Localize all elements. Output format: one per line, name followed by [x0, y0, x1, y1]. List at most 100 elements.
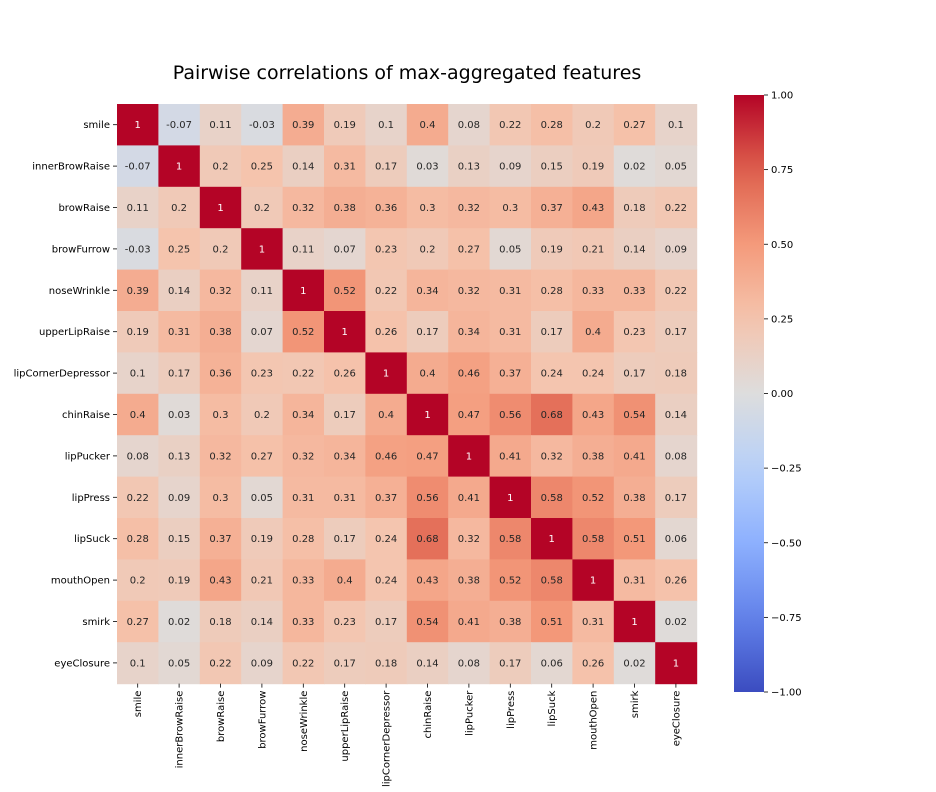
cell-value-label: 0.39: [127, 286, 149, 297]
heatmap-cell-browRaise-upperLipRaise: [324, 186, 366, 229]
heatmap-cell-innerBrowRaise-browFurrow: [241, 145, 284, 188]
cell-value-label: 0.17: [623, 369, 645, 380]
cell-value-label: 0.22: [665, 286, 687, 297]
column-label-smirk: smirk: [630, 690, 641, 718]
cell-value-label: 0.17: [334, 534, 356, 545]
heatmap-cell-browFurrow-lipPress: [489, 228, 532, 271]
cell-value-label: 0.31: [499, 286, 521, 297]
heatmap-cell-lipSuck-smile: [117, 518, 159, 560]
heatmap-cell-upperLipRaise-browFurrow: [241, 311, 284, 353]
cell-value-label: 0.05: [251, 493, 273, 504]
cell-value-label: 0.56: [499, 410, 521, 421]
heatmap-cell-noseWrinkle-smile: [117, 269, 159, 312]
heatmap-cell-upperLipRaise-eyeClosure: [655, 311, 698, 353]
cell-value-label: 0.22: [665, 203, 687, 214]
heatmap-cell-browFurrow-lipPucker: [448, 228, 491, 271]
heatmap-cell-lipPucker-browFurrow: [241, 435, 284, 478]
heatmap-cell-smile-smirk: [613, 104, 656, 146]
cell-value-label: 0.52: [582, 493, 604, 504]
cell-value-label: 0.32: [458, 203, 480, 214]
heatmap-cell-smirk-browFurrow: [241, 600, 284, 643]
row-label-eyeClosure: eyeClosure: [54, 658, 110, 669]
heatmap-cell-mouthOpen-smile: [117, 559, 159, 602]
heatmap-cell-upperLipRaise-smile: [117, 311, 159, 353]
heatmap-cell-chinRaise-noseWrinkle: [282, 393, 325, 436]
heatmap-cell-noseWrinkle-chinRaise: [406, 269, 449, 312]
cell-value-label: 0.37: [541, 203, 563, 214]
cell-value-label: 0.36: [209, 369, 231, 380]
row-label-innerBrowRaise: innerBrowRaise: [32, 162, 110, 173]
heatmap-cell-lipPucker-lipPress: [489, 435, 532, 478]
heatmap-cell-lipCornerDepressor-lipCornerDepressor: [365, 352, 408, 395]
cell-value-label: 0.32: [209, 286, 231, 297]
cell-value-label: 0.31: [623, 576, 645, 587]
cell-value-label: 0.41: [458, 617, 480, 628]
cell-value-label: 0.31: [334, 493, 356, 504]
heatmap-cell-lipSuck-mouthOpen: [572, 518, 615, 560]
heatmap-cell-chinRaise-chinRaise: [406, 393, 449, 436]
cell-value-label: 0.17: [168, 369, 190, 380]
cell-value-label: 0.52: [292, 327, 314, 338]
cell-value-label: 0.26: [334, 369, 356, 380]
heatmap-cell-lipSuck-lipCornerDepressor: [365, 518, 408, 560]
heatmap-cell-lipPress-smirk: [613, 476, 656, 519]
cell-value-label: 0.2: [213, 244, 229, 255]
heatmap-cell-chinRaise-browRaise: [199, 393, 242, 436]
cell-value-label: 0.14: [665, 410, 687, 421]
heatmap-cell-browRaise-browFurrow: [241, 186, 284, 229]
heatmap-cell-mouthOpen-noseWrinkle: [282, 559, 325, 602]
heatmap-cell-eyeClosure-lipPucker: [448, 642, 491, 685]
heatmap-cell-smirk-upperLipRaise: [324, 600, 366, 643]
heatmap-cell-lipPress-lipPucker: [448, 476, 491, 519]
heatmap-cell-lipSuck-lipSuck: [531, 518, 573, 560]
column-label-smile: smile: [133, 691, 144, 718]
heatmap-cell-lipPucker-browRaise: [199, 435, 242, 478]
cell-value-label: 0.58: [541, 493, 563, 504]
colorbar-tick-label: 0.50: [771, 240, 793, 251]
heatmap-cell-smirk-lipSuck: [531, 600, 573, 643]
cell-value-label: 0.22: [209, 658, 231, 669]
heatmap-cell-smirk-innerBrowRaise: [158, 600, 201, 643]
colorbar-tick-label: −0.50: [771, 538, 802, 549]
column-label-innerBrowRaise: innerBrowRaise: [175, 691, 186, 769]
cell-value-label: 0.28: [127, 534, 149, 545]
heatmap-cell-noseWrinkle-lipPress: [489, 269, 532, 312]
cell-value-label: 0.38: [623, 493, 645, 504]
heatmap-cell-eyeClosure-lipPress: [489, 642, 532, 685]
cell-value-label: 1: [176, 162, 182, 173]
cell-value-label: 0.21: [582, 244, 604, 255]
heatmap-cell-innerBrowRaise-lipCornerDepressor: [365, 145, 408, 188]
cell-value-label: 0.17: [334, 410, 356, 421]
heatmap-cell-smile-lipSuck: [531, 104, 573, 146]
cell-value-label: 0.13: [458, 162, 480, 173]
heatmap-cell-innerBrowRaise-lipSuck: [531, 145, 573, 188]
heatmap-cell-lipSuck-chinRaise: [406, 518, 449, 560]
cell-value-label: 0.38: [458, 576, 480, 587]
cell-value-label: 0.2: [171, 203, 187, 214]
heatmap-cell-lipPress-browFurrow: [241, 476, 284, 519]
heatmap-cell-smirk-lipCornerDepressor: [365, 600, 408, 643]
row-tick-labels: smile innerBrowRaise browRaise browFurrow no…: [14, 120, 117, 669]
heatmap-cell-chinRaise-lipCornerDepressor: [365, 393, 408, 436]
row-label-browFurrow: browFurrow: [52, 244, 110, 255]
heatmap-cell-upperLipRaise-upperLipRaise: [324, 311, 366, 353]
cell-value-label: 0.15: [541, 162, 563, 173]
cell-value-label: 0.06: [665, 534, 687, 545]
heatmap-cell-lipCornerDepressor-browFurrow: [241, 352, 284, 395]
heatmap-cell-eyeClosure-smile: [117, 642, 159, 685]
heatmap-cell-noseWrinkle-innerBrowRaise: [158, 269, 201, 312]
column-label-lipPucker: lipPucker: [464, 690, 475, 736]
heatmap-cell-noseWrinkle-lipSuck: [531, 269, 573, 312]
heatmap-cell-lipPress-lipPress: [489, 476, 532, 519]
cell-value-label: 1: [259, 244, 265, 255]
colorbar: 1.00 0.75 0.50 0.25 0.00 −0.25 −0.50 −0.75 −1.00: [734, 91, 802, 699]
cell-value-label: 0.3: [213, 410, 229, 421]
cell-value-label: 0.08: [665, 451, 687, 462]
heatmap-cell-smirk-mouthOpen: [572, 600, 615, 643]
cell-value-label: 0.02: [623, 658, 645, 669]
cell-value-label: 0.22: [292, 369, 314, 380]
cell-value-label: 0.19: [127, 327, 149, 338]
heatmap-cell-innerBrowRaise-browRaise: [199, 145, 242, 188]
heatmap-cell-chinRaise-eyeClosure: [655, 393, 698, 436]
cell-value-label: 0.08: [458, 120, 480, 131]
